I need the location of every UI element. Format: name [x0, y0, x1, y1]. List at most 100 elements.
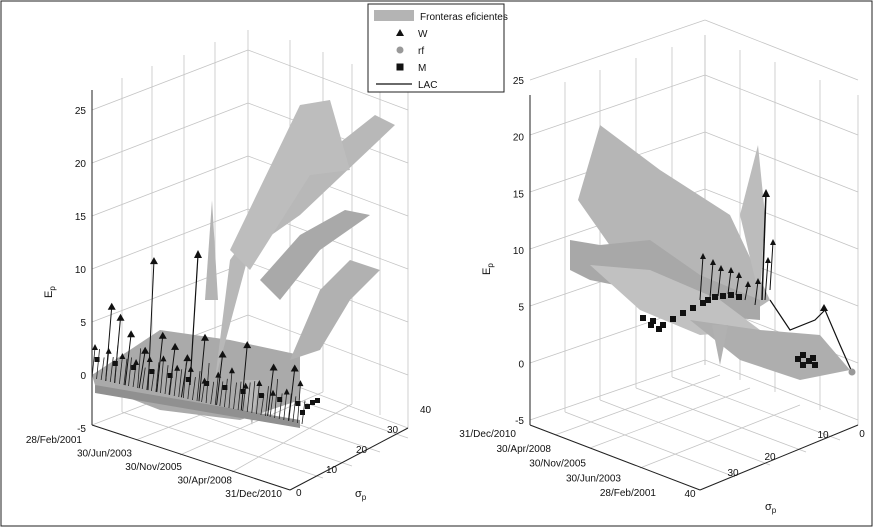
date-tick-label: 31/Dec/2010: [225, 489, 282, 500]
m-marker-icon: [736, 294, 742, 300]
w-marker-icon: [700, 253, 706, 259]
left-spike-surface: [205, 200, 218, 300]
m-marker-icon: [800, 362, 806, 368]
lac-line: [96, 349, 100, 380]
lac-line: [118, 356, 123, 385]
m-marker-icon: [300, 410, 305, 415]
lac-line: [196, 371, 201, 402]
lac-line: [137, 348, 142, 389]
right-surfaces: [570, 125, 850, 380]
legend-label: Fronteras eficientes: [420, 12, 508, 23]
right-tall-surface: [578, 125, 770, 320]
sigma-tick-label: 30: [727, 468, 739, 479]
m-marker-icon: [650, 318, 656, 324]
lac-line: [240, 345, 248, 411]
m-marker-icon: [648, 322, 654, 328]
lac-line: [160, 359, 164, 394]
lac-line: [251, 381, 256, 414]
lac-line: [146, 359, 151, 391]
date-tick-label: 30/Jun/2003: [77, 449, 132, 460]
right-z-ticks: -5 0 5 10 15 20 25: [513, 76, 525, 427]
lac-line: [178, 369, 183, 398]
lac-line: [727, 269, 732, 295]
rf-marker-icon: [848, 368, 856, 376]
m-marker-icon: [149, 369, 155, 374]
legend: Fronteras eficientes Wrf M LAC: [367, 3, 508, 93]
lac-line: [288, 368, 296, 421]
w-marker-icon: [174, 364, 181, 371]
m-marker-icon: [806, 358, 812, 364]
lac-line: [265, 386, 269, 417]
right-low-surface: [590, 265, 760, 335]
legend-circle-icon: [396, 46, 404, 54]
lac-line: [246, 382, 251, 413]
lac-line: [100, 357, 105, 381]
left-floor-band: [95, 385, 300, 428]
date-tick-label: 30/Nov/2005: [529, 459, 586, 470]
date-tick-label: 30/Jun/2003: [566, 473, 621, 484]
lac-line: [699, 255, 704, 301]
w-marker-icon: [133, 359, 140, 366]
w-marker-icon: [765, 257, 771, 263]
lac-line: [223, 378, 228, 408]
right-date-ticks: 31/Dec/2010 30/Apr/2008 30/Nov/2005 30/Jun/…: [459, 429, 656, 499]
lac-line: [754, 280, 759, 306]
w-marker-icon: [256, 380, 263, 387]
z-tick-label: -5: [77, 424, 86, 435]
legend-triangle-icon: [396, 29, 404, 36]
m-marker-icon: [167, 373, 173, 378]
left-markers: [91, 250, 320, 425]
lac-line: [128, 357, 132, 387]
lac-line: [124, 334, 132, 386]
z-tick-label: 25: [75, 106, 87, 117]
right-spike-surface: [740, 145, 765, 300]
m-marker-icon: [131, 365, 137, 370]
left-panel: -5 0 5 10 15 20 25 Ep 28/Feb/2001 30/Jun/2003 30…: [26, 30, 432, 502]
lac-line: [764, 259, 769, 301]
w-marker-icon: [745, 281, 751, 287]
w-marker-icon: [228, 367, 235, 374]
lac-line: [219, 381, 224, 407]
z-tick-label: 20: [513, 133, 525, 144]
w-marker-icon: [762, 189, 770, 197]
lac-line: [105, 351, 110, 382]
w-marker-icon: [107, 302, 116, 310]
m-marker-icon: [660, 322, 666, 328]
lac-line: [198, 337, 206, 402]
right-axes: [529, 95, 859, 491]
w-marker-icon: [218, 350, 227, 358]
legend-items: Fronteras eficientes Wrf M LAC: [374, 10, 508, 91]
legend-label: rf: [418, 46, 424, 57]
lac-line: [192, 377, 196, 401]
left-z-ticks: -5 0 5 10 15 20 25: [75, 106, 87, 435]
m-marker-icon: [728, 292, 734, 298]
m-marker-icon: [812, 362, 818, 368]
lac-line: [189, 254, 199, 386]
date-tick-label: 31/Dec/2010: [459, 429, 516, 440]
w-marker-icon: [149, 257, 158, 265]
m-marker-icon: [310, 400, 315, 405]
z-tick-label: 15: [513, 189, 525, 200]
w-marker-icon: [718, 265, 724, 271]
lac-line: [155, 362, 160, 393]
m-marker-icon: [690, 305, 696, 311]
sigma-tick-label: 30: [387, 425, 399, 436]
lac-line: [267, 367, 275, 417]
m-marker-icon: [295, 401, 301, 406]
w-marker-icon: [141, 346, 150, 354]
lac-line: [237, 381, 242, 411]
right-panel: -5 0 5 10 15 20 25 Ep 31/Dec/2010 30/Apr/2008 30…: [459, 19, 865, 515]
sigma-tick-label: 20: [764, 452, 776, 463]
lac-line: [709, 261, 714, 299]
z-tick-label: 25: [513, 76, 525, 87]
w-marker-icon: [146, 356, 153, 363]
w-marker-icon: [119, 353, 126, 360]
w-marker-icon: [116, 313, 125, 321]
lac-line: [287, 393, 292, 422]
z-tick-label: 5: [518, 303, 524, 314]
left-ridge-surface: [260, 210, 370, 300]
m-marker-icon: [720, 293, 726, 299]
lac-line: [123, 358, 128, 386]
